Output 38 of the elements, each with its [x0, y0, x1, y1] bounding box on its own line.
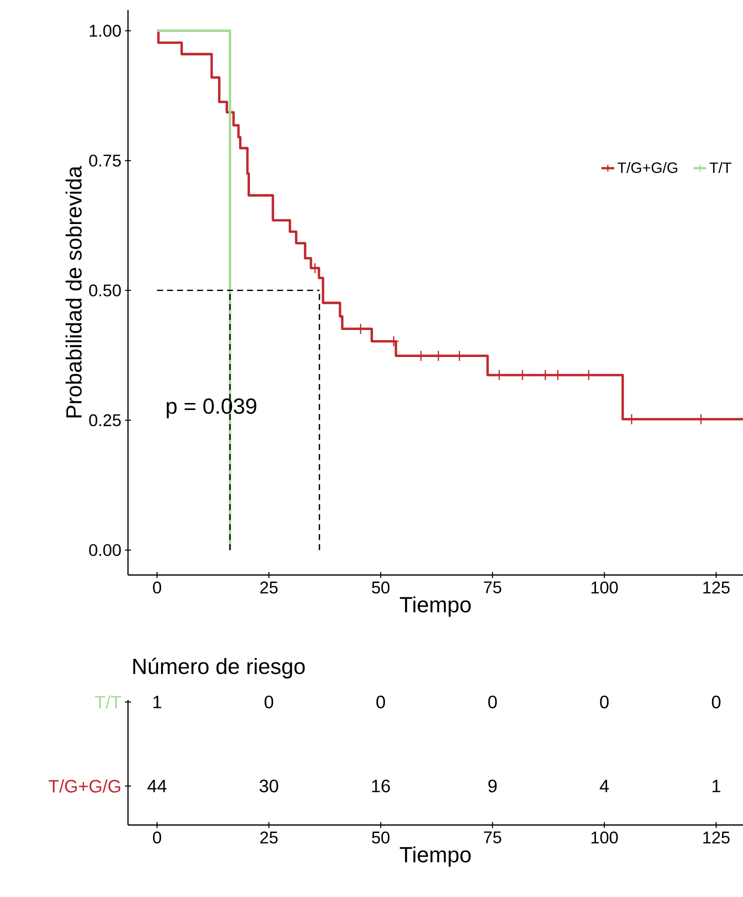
data-label: 0	[376, 696, 385, 708]
legend-label: T/G+G/G	[618, 162, 678, 173]
x-axis-title: Tiempo	[400, 596, 471, 617]
data-label: 0	[712, 696, 720, 708]
legend-label: T/T	[710, 162, 732, 173]
y-axis-title: Probabilidad de sobrevida	[66, 166, 82, 418]
x-axis-title: Tiempo	[400, 846, 471, 867]
data-label: 0	[264, 696, 274, 708]
x-tick-label: 125	[703, 582, 730, 594]
y-tick-label: T/G+G/G	[48, 779, 120, 793]
x-tick-label: 75	[484, 832, 502, 844]
data-label: 30	[260, 780, 278, 792]
data-label: 0	[600, 696, 609, 708]
data-label: 9	[488, 780, 497, 792]
x-tick-label: 100	[592, 582, 618, 594]
y-tick-label: T/T	[94, 695, 122, 709]
x-tick-label: 0	[153, 582, 162, 594]
chart-title: Número de riesgo	[133, 658, 305, 678]
y-tick-label: 0.75	[89, 154, 121, 167]
data-label: 1	[153, 696, 162, 708]
x-tick-label: 25	[260, 582, 278, 594]
x-tick-label: 50	[372, 832, 390, 844]
y-tick-label: 1.00	[90, 24, 121, 37]
data-label: 16	[372, 780, 390, 792]
data-label: 1	[712, 780, 720, 792]
x-tick-label: 100	[592, 832, 618, 844]
x-tick-label: 75	[484, 582, 502, 594]
y-tick-label: 0.25	[89, 414, 121, 426]
y-tick-label: 0.00	[89, 544, 121, 556]
x-tick-label: 0	[153, 832, 162, 844]
data-label: 4	[600, 780, 609, 792]
x-tick-label: 125	[703, 832, 730, 844]
x-tick-label: 25	[260, 832, 278, 844]
y-tick-label: 0.50	[89, 284, 121, 296]
data-label: 44	[148, 780, 167, 792]
annotation: p = 0.039	[166, 398, 256, 418]
x-tick-label: 50	[372, 582, 390, 594]
data-label: 0	[488, 696, 497, 708]
